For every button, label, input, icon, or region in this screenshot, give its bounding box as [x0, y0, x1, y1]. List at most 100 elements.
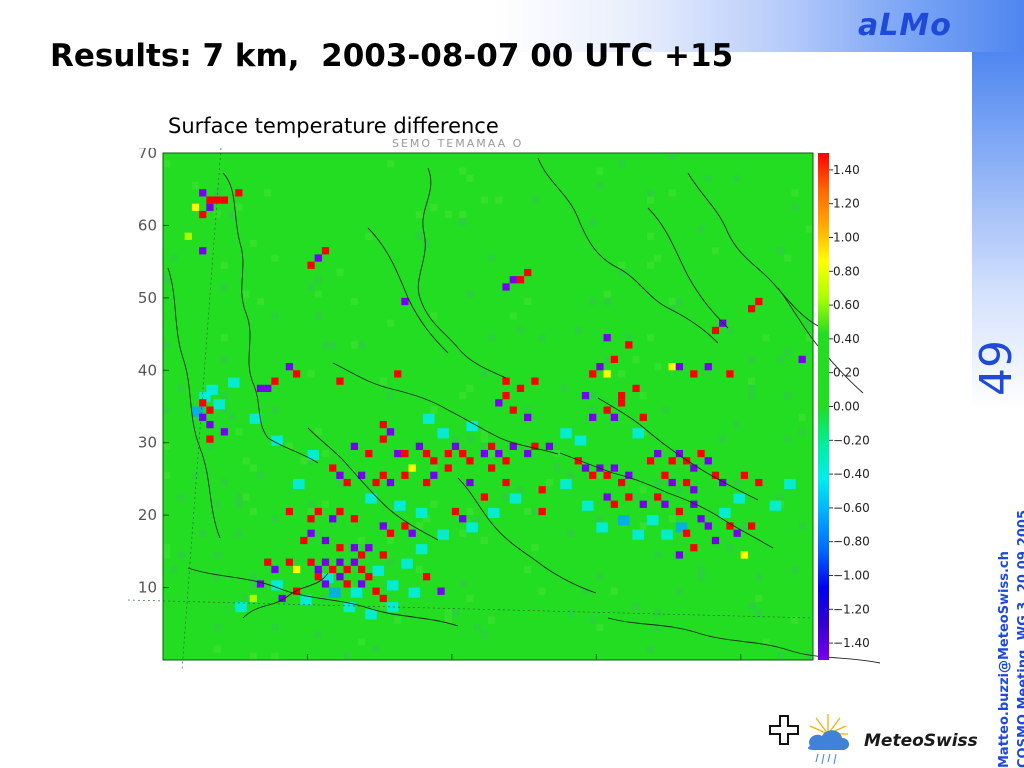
cool-cell [661, 529, 673, 540]
anomaly-cell [379, 522, 387, 530]
anomaly-cell [690, 500, 698, 508]
cool-cell [437, 428, 449, 439]
anomaly-cell [423, 573, 431, 581]
cool-cell [581, 500, 594, 511]
texture-cell [589, 218, 597, 226]
anomaly-cell [220, 428, 228, 436]
anomaly-cell [307, 558, 315, 566]
slide-title: Results: 7 km, 2003-08-07 00 UTC +15 [50, 38, 734, 74]
anomaly-cell [675, 363, 683, 371]
texture-cell [545, 478, 553, 487]
texture-cell [646, 232, 655, 240]
texture-cell [748, 392, 756, 400]
anomaly-cell [639, 413, 647, 421]
cool-cell [271, 435, 283, 446]
texture-cell [791, 565, 799, 574]
texture-cell [589, 297, 597, 306]
anomaly-cell [480, 449, 488, 458]
anomaly-cell [509, 442, 517, 450]
y-tick-label: 30 [138, 434, 157, 452]
anomaly-cell [610, 355, 618, 364]
texture-cell [784, 348, 792, 356]
texture-cell [632, 493, 640, 501]
texture-cell [213, 623, 221, 632]
anomaly-cell [726, 522, 734, 530]
texture-cell [661, 478, 669, 487]
anomaly-cell [321, 580, 330, 588]
anomaly-cell [646, 457, 655, 465]
texture-cell [531, 507, 539, 516]
texture-cell [249, 507, 257, 516]
texture-cell [423, 515, 431, 523]
texture-cell [307, 500, 315, 508]
anomaly-cell [271, 565, 279, 574]
texture-cell [798, 522, 806, 530]
anomaly-cell [654, 493, 662, 501]
texture-cell [336, 268, 344, 277]
cool-cell [199, 392, 211, 403]
texture-cell [784, 435, 792, 443]
anomaly-cell [350, 558, 358, 566]
colorbar-label: −1.20 [833, 602, 870, 616]
texture-cell [704, 174, 712, 182]
y-tick-label: 10 [138, 579, 157, 597]
texture-cell [321, 500, 330, 508]
texture-cell [589, 616, 597, 624]
anomaly-cell [314, 507, 322, 516]
anomaly-cell [430, 457, 438, 465]
anomaly-cell [524, 413, 532, 421]
texture-cell [596, 167, 604, 175]
texture-cell [415, 210, 423, 219]
anomaly-cell [509, 406, 517, 414]
texture-cell [386, 558, 395, 566]
texture-cell [321, 449, 330, 458]
anomaly-cell [184, 232, 192, 240]
texture-cell [567, 609, 575, 617]
texture-cell [632, 602, 640, 610]
colorbar-label: 0.60 [833, 298, 860, 312]
texture-cell [762, 638, 770, 646]
texture-cell [386, 536, 395, 545]
texture-cell [444, 609, 452, 617]
texture-cell [415, 565, 423, 574]
anomaly-cell [379, 420, 387, 429]
cool-cell [249, 413, 262, 424]
texture-cell [480, 442, 488, 450]
texture-cell [531, 196, 539, 204]
texture-cell [805, 225, 813, 233]
anomaly-cell [430, 471, 438, 479]
anomaly-cell [632, 384, 640, 393]
anomaly-cell [379, 435, 387, 443]
anomaly-cell [401, 449, 409, 458]
texture-cell [776, 247, 785, 255]
texture-cell [632, 355, 640, 364]
texture-cell [733, 420, 741, 429]
anomaly-cell [379, 594, 387, 603]
cool-cell [372, 565, 384, 576]
colorbar: 1.40 1.20 1.00 0.80 0.60 0.40 0.20 0.00 −0.20 −0.… [818, 153, 870, 660]
texture-cell [567, 529, 575, 537]
anomaly-cell [329, 464, 337, 472]
texture-cell [249, 573, 257, 581]
texture-cell [163, 442, 171, 450]
texture-cell [177, 493, 185, 501]
cool-cell [365, 609, 377, 620]
texture-cell [784, 392, 792, 400]
anomaly-cell [264, 558, 272, 566]
anomaly-cell [235, 189, 243, 197]
cool-cell [271, 580, 283, 591]
colorbar-label: 1.00 [833, 231, 860, 245]
anomaly-cell [249, 594, 257, 603]
anomaly-cell [516, 276, 525, 284]
texture-cell [423, 239, 431, 248]
anomaly-cell [336, 507, 344, 516]
texture-cell [473, 515, 481, 523]
texture-cell [163, 406, 171, 414]
texture-cell [213, 645, 221, 653]
texture-cell [444, 616, 452, 624]
texture-cell [581, 587, 590, 595]
texture-cell [466, 174, 474, 182]
texture-cell [228, 210, 236, 219]
texture-cell [589, 406, 597, 414]
texture-cell [625, 334, 633, 342]
